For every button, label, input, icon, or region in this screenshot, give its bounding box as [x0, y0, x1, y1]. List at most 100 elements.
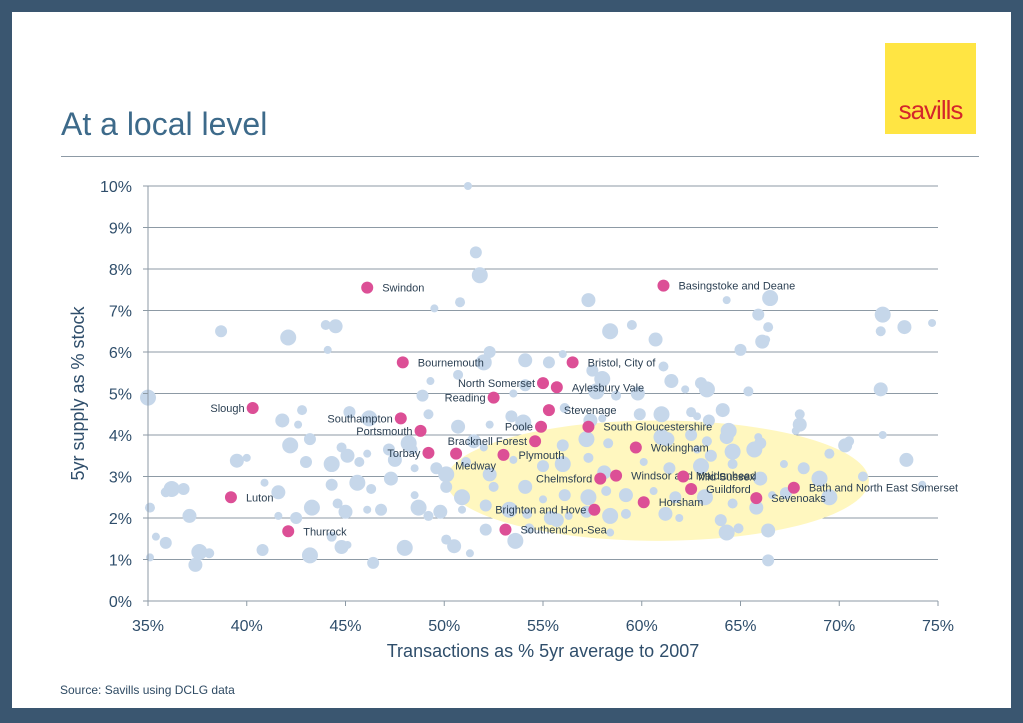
data-point [144, 502, 155, 513]
highlight-point [361, 281, 374, 294]
data-point [303, 499, 320, 516]
data-point [407, 444, 418, 455]
data-point [274, 511, 283, 520]
data-point [606, 528, 615, 537]
data-point [469, 246, 482, 259]
data-point [300, 455, 312, 468]
highlight-point [450, 447, 463, 460]
x-tick-label: 55% [527, 618, 559, 635]
other-points [140, 182, 937, 572]
highlighted-points: Swindon Basingstoke and Deane Bournemouth B… [210, 279, 958, 538]
x-tick-label: 45% [329, 618, 361, 635]
data-point [626, 320, 637, 331]
data-point [447, 539, 462, 554]
point-label: Plymouth [519, 450, 565, 462]
data-point [630, 386, 645, 401]
highlight-region [446, 420, 869, 541]
data-point [455, 297, 466, 308]
data-point [509, 455, 518, 464]
data-point [762, 290, 779, 307]
point-label: Bath and North East Somerset [809, 483, 958, 495]
point-label: Guildford [706, 484, 751, 496]
title-divider [61, 156, 979, 157]
data-point [718, 524, 735, 541]
data-point [343, 540, 352, 549]
data-point [423, 409, 434, 420]
data-point [396, 539, 413, 556]
data-point [761, 523, 776, 538]
data-point [693, 412, 702, 421]
highlight-point [550, 381, 563, 394]
data-point [743, 386, 754, 397]
data-point [620, 508, 631, 519]
data-point [797, 462, 810, 475]
data-point [611, 390, 622, 401]
data-point [524, 523, 535, 534]
data-point [280, 329, 297, 346]
data-point [811, 470, 828, 487]
data-point [177, 482, 190, 495]
point-label: Bristol, City of [588, 357, 657, 369]
x-tick-label: 35% [132, 618, 164, 635]
data-point [463, 182, 472, 190]
data-point [290, 512, 303, 524]
data-point [522, 508, 533, 519]
data-point [648, 332, 663, 347]
data-point [323, 345, 332, 354]
data-point [559, 403, 570, 414]
data-point [204, 548, 215, 559]
data-point [182, 508, 197, 523]
y-tick-label: 7% [109, 304, 132, 321]
data-point [366, 483, 377, 494]
data-point [518, 353, 533, 368]
data-point [685, 429, 698, 441]
data-point [332, 498, 343, 509]
data-point [618, 488, 633, 503]
highlight-point [224, 491, 237, 504]
data-point [303, 433, 316, 446]
point-label: Windsor and Maidenhead [631, 471, 756, 483]
data-point [537, 460, 549, 473]
data-point [507, 532, 524, 549]
highlight-point [537, 377, 549, 390]
data-point [734, 343, 747, 356]
x-tick-label: 70% [823, 618, 855, 635]
data-point [387, 452, 402, 467]
data-point [549, 513, 564, 528]
data-point [664, 374, 679, 389]
x-tick-label: 75% [922, 618, 954, 635]
highlight-point [637, 496, 650, 509]
y-tick-label: 1% [109, 553, 132, 570]
data-point [488, 481, 499, 492]
data-point [698, 381, 715, 398]
highlight-point [396, 356, 409, 369]
data-point [633, 408, 646, 421]
data-point [649, 487, 658, 496]
data-point [594, 370, 611, 387]
data-point [433, 504, 448, 519]
data-point [663, 462, 676, 475]
data-point [558, 489, 571, 502]
data-point [326, 531, 337, 542]
data-point [696, 489, 713, 506]
data-point [558, 350, 567, 359]
x-tick-label: 65% [724, 618, 756, 635]
page-title: At a local level [61, 106, 268, 142]
y-tick-label: 3% [109, 470, 132, 487]
data-point [583, 452, 594, 463]
highlight-point [497, 448, 510, 461]
highlight-point [629, 441, 642, 454]
data-point [256, 543, 269, 556]
data-point [719, 430, 734, 445]
y-tick-label: 0% [109, 594, 132, 611]
data-point [693, 458, 709, 475]
y-tick-label: 6% [109, 345, 132, 362]
data-point [151, 532, 160, 541]
highlight-point [582, 420, 595, 433]
highlight-point [594, 472, 607, 485]
data-point [564, 511, 573, 520]
highlight-point [246, 402, 259, 415]
data-point [191, 544, 208, 561]
y-tick-label: 5% [109, 387, 132, 404]
